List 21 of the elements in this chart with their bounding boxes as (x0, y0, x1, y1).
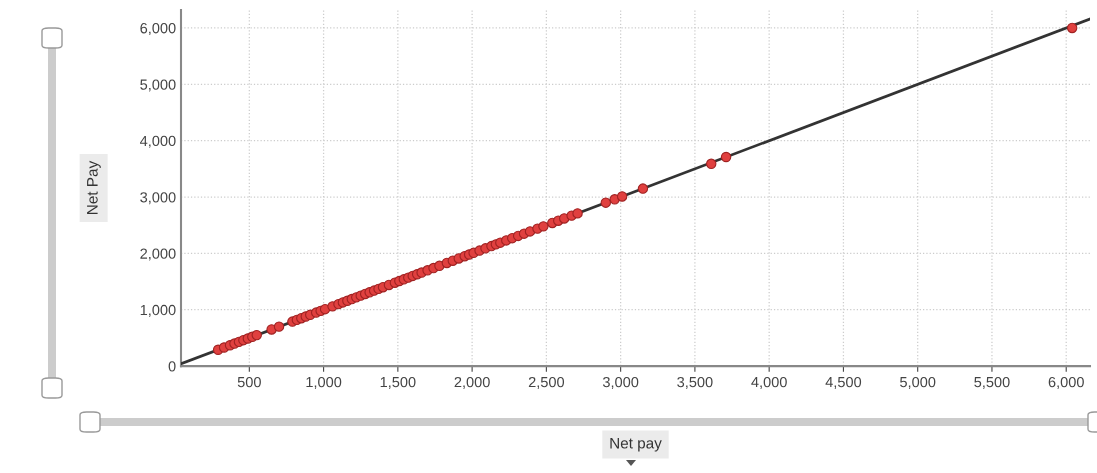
x-tick-label: 2,000 (454, 376, 490, 389)
x-tick-label: 1,000 (306, 376, 342, 389)
x-tick-label: 4,000 (751, 376, 787, 389)
x-tick-label: 3,000 (602, 376, 639, 389)
y-tick-label: 1,000 (140, 304, 176, 317)
x-tick-label: 6,000 (1048, 376, 1084, 389)
y-tick-label: 3,000 (140, 192, 176, 205)
y-tick-label: 2,000 (140, 248, 176, 261)
x-tick-label: 3,500 (677, 376, 713, 389)
x-tick-label: 500 (237, 376, 261, 388)
y-tick-label: 6,000 (140, 23, 176, 36)
x-tick-label: 2,500 (528, 376, 565, 389)
y-tick-label: 0 (168, 361, 176, 372)
x-tick-label: 1,500 (380, 376, 416, 389)
x-tick-label: 5,000 (900, 376, 936, 389)
y-tick-label: 4,000 (139, 135, 176, 148)
x-axis-title: Net pay (610, 437, 662, 452)
y-axis-title: Net Pay (87, 160, 101, 214)
x-tick-label: 4,500 (825, 376, 862, 389)
x-tick-label: 5,500 (974, 376, 1010, 389)
y-tick-label: 5,000 (140, 79, 176, 92)
